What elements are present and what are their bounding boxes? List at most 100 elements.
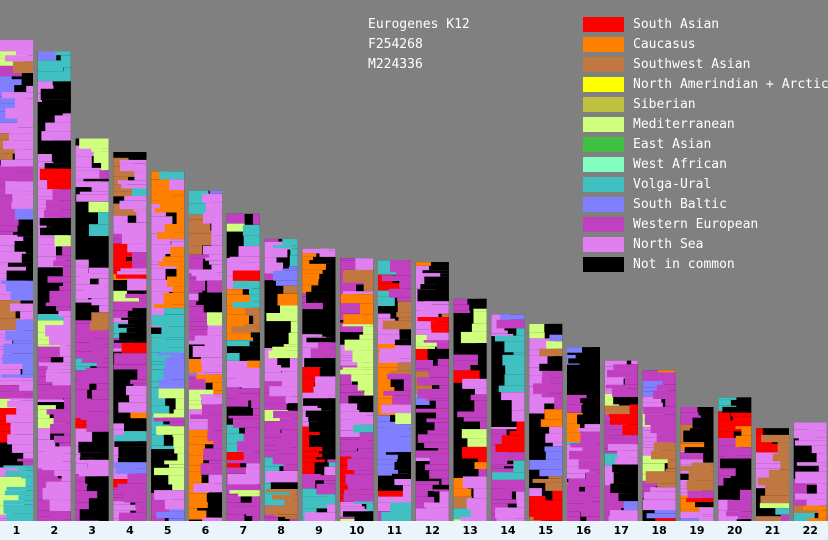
ancestry-segment [567,369,590,374]
ancestry-segment [264,445,291,451]
ancestry-segment [667,459,676,469]
ancestry-segment [378,344,401,352]
ancestry-segment [275,280,298,286]
ancestry-segment [340,303,372,314]
ancestry-segment [82,236,109,239]
ancestry-segment [13,340,33,344]
ancestry-segment [477,343,487,353]
ancestry-segment [79,468,109,477]
ancestry-segment [0,148,23,154]
ancestry-segment [53,260,71,267]
ancestry-segment [391,473,411,480]
ancestry-segment [53,414,71,424]
ancestry-segment [584,501,600,512]
ancestry-segment [302,379,319,383]
ancestry-segment [151,291,169,301]
ancestry-segment [554,397,563,410]
ancestry-segment [246,506,260,517]
ancestry-segment [607,369,638,378]
ancestry-segment [283,285,298,294]
ancestry-segment [546,341,563,349]
ancestry-segment [378,459,397,465]
ancestry-segment [280,305,298,313]
ancestry-segment [189,326,222,330]
ancestry-segment [403,379,411,391]
legend-swatch [583,197,624,212]
ancestry-segment [52,81,71,86]
ancestry-segment [567,432,590,442]
ancestry-segment [680,412,704,425]
ancestry-segment [115,468,147,474]
ancestry-segment [46,369,71,373]
x-tick-label: 14 [500,524,516,537]
ancestry-segment [340,332,371,339]
ancestry-segment [302,257,321,261]
ancestry-segment [552,442,563,447]
ancestry-segment [264,333,280,340]
ancestry-segment [0,225,31,232]
ancestry-segment [176,212,185,224]
ancestry-segment [453,304,470,311]
ancestry-segment [243,324,260,327]
x-tick-label: 19 [689,524,705,537]
x-tick-label: 6 [201,524,210,537]
ancestry-segment [45,302,71,307]
ancestry-segment [75,366,91,371]
ancestry-segment [438,448,449,454]
ancestry-segment [151,210,166,217]
ancestry-segment [529,427,548,437]
ancestry-segment [45,200,71,210]
ancestry-segment [581,511,600,517]
ancestry-segment [653,372,676,378]
ancestry-segment [344,339,374,351]
ancestry-segment [4,490,34,496]
ancestry-segment [172,286,185,293]
ancestry-segment [532,478,563,483]
ancestry-segment [251,400,260,409]
ancestry-segment [453,352,486,355]
ancestry-segment [491,343,504,351]
ancestry-segment [686,480,714,491]
ancestry-segment [151,481,170,485]
ancestry-segment [64,433,71,436]
ancestry-segment [477,358,487,370]
ancestry-segment [3,500,34,505]
ancestry-segment [11,390,33,395]
ancestry-segment [453,370,486,373]
ancestry-segment [156,511,185,519]
ancestry-segment [353,501,374,504]
ancestry-segment [613,397,638,405]
ancestry-segment [226,433,259,444]
chromosome-bar [378,260,411,521]
ancestry-segment [651,450,676,460]
ancestry-segment [226,223,245,232]
ancestry-segment [533,508,563,521]
ancestry-segment [151,434,164,446]
ancestry-segment [139,298,147,309]
ancestry-segment [37,286,61,289]
ancestry-segment [42,390,71,399]
ancestry-segment [189,254,210,259]
ancestry-segment [5,181,34,192]
ancestry-segment [453,395,485,401]
ancestry-segment [123,494,147,503]
ancestry-segment [692,417,714,429]
ancestry-segment [342,291,374,295]
ancestry-segment [533,383,563,394]
ancestry-segment [238,493,260,497]
x-tick-label: 20 [727,524,743,537]
ancestry-segment [415,310,439,321]
ancestry-segment [75,234,89,246]
ancestry-segment [567,412,587,424]
ancestry-segment [226,349,240,361]
ancestry-segment [529,332,545,339]
ancestry-segment [631,360,638,365]
ancestry-segment [479,369,487,379]
ancestry-segment [151,279,182,287]
ancestry-segment [302,248,329,254]
ancestry-segment [324,270,336,280]
ancestry-segment [89,322,109,331]
legend-label: South Asian [633,17,720,32]
ancestry-segment [59,442,71,447]
legend-label: Not in common [633,257,735,272]
